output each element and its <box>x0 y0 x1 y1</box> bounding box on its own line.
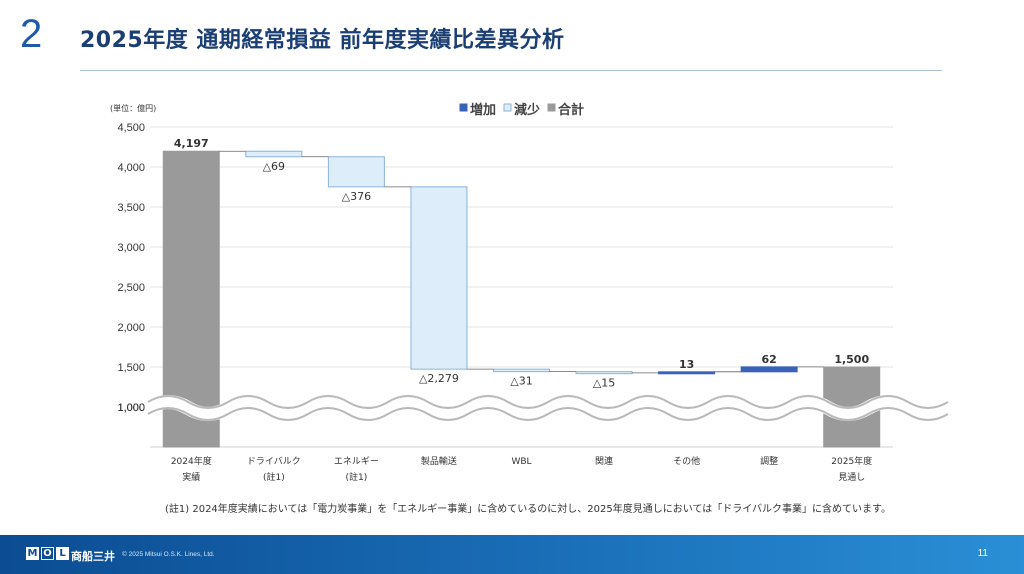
bar-6 <box>575 371 633 375</box>
company-name: 商船三井 <box>71 550 115 563</box>
y-tick-label: 1,000 <box>117 402 145 414</box>
bar-8 <box>740 366 798 373</box>
x-category-label: ドライバルク <box>247 456 301 467</box>
x-category-label: 2025年度 <box>831 455 872 467</box>
footnote: (註1) 2024年度実績においては「電力炭事業」を「エネルギー事業」に含めてい… <box>165 504 892 515</box>
x-category-label: その他 <box>673 455 700 467</box>
waterfall-chart: 1,000 1,500 2,000 2,500 3,000 3,500 4,000 4,500… <box>110 102 952 483</box>
data-label-9: 1,500 <box>834 353 869 366</box>
axis-break-line-upper <box>147 395 949 409</box>
bar-3 <box>327 156 385 188</box>
x-category-label: 見通し <box>838 472 865 483</box>
bar-5 <box>493 368 550 373</box>
logo-letter-o: O <box>41 547 54 560</box>
data-label-1: 4,197 <box>174 137 209 150</box>
bar-2 <box>245 150 303 158</box>
x-category-label: 2024年度 <box>171 455 212 467</box>
logo-letter-m: M <box>26 547 39 560</box>
y-tick-label: 4,000 <box>117 162 145 174</box>
y-tick-label: 2,000 <box>117 322 145 334</box>
title-divider <box>80 70 942 71</box>
data-label-3: △376 <box>342 190 371 203</box>
legend-swatch-total <box>547 103 556 112</box>
copyright: © 2025 Mitsui O.S.K. Lines, Ltd. <box>122 551 215 558</box>
y-tick-label: 1,000 <box>117 402 145 414</box>
x-category-label: 実績 <box>182 471 200 483</box>
data-label-7: 13 <box>679 358 694 371</box>
bar-7 <box>658 371 716 375</box>
data-label-8: 62 <box>762 353 777 366</box>
legend-label-decrease: 減少 <box>514 102 540 118</box>
data-label-4: △2,279 <box>419 372 459 385</box>
unit-label: (単位：億円) <box>110 103 156 113</box>
slide-number: 2 <box>20 12 43 56</box>
y-tick-label: 1,500 <box>117 362 145 374</box>
mol-logo: M O L <box>26 547 69 560</box>
data-label-6: △15 <box>593 377 615 390</box>
x-category-label: WBL <box>511 457 531 467</box>
data-label-5: △31 <box>510 375 532 388</box>
x-category-label: (註1) <box>346 471 368 483</box>
x-category-label: 調整 <box>760 455 778 467</box>
axis-break-line-lower <box>147 407 949 421</box>
x-category-label: 製品輸送 <box>421 455 457 467</box>
logo-letter-l: L <box>56 547 69 560</box>
bar-4 <box>410 186 468 370</box>
x-category-label: 関連 <box>595 455 613 467</box>
page-number: 11 <box>977 548 988 559</box>
legend-label-total: 合計 <box>558 102 584 118</box>
x-category-label: (註1) <box>263 471 285 483</box>
y-tick-label: 3,000 <box>117 242 145 254</box>
footer-bar: M O L 商船三井 © 2025 Mitsui O.S.K. Lines, L… <box>0 535 1024 574</box>
legend-swatch-decrease <box>503 103 512 112</box>
axis-break-band <box>144 395 952 421</box>
legend-label-increase: 増加 <box>470 102 496 118</box>
y-tick-label: 4,500 <box>117 122 145 134</box>
y-tick-label: 2,500 <box>117 282 145 294</box>
data-label-2: △69 <box>263 160 285 173</box>
legend-swatch-increase <box>459 103 468 112</box>
slide-title: 2025年度 通期経常損益 前年度実績比差異分析 <box>80 28 565 53</box>
y-tick-label: 3,500 <box>117 202 145 214</box>
x-category-label: エネルギー <box>334 456 379 467</box>
